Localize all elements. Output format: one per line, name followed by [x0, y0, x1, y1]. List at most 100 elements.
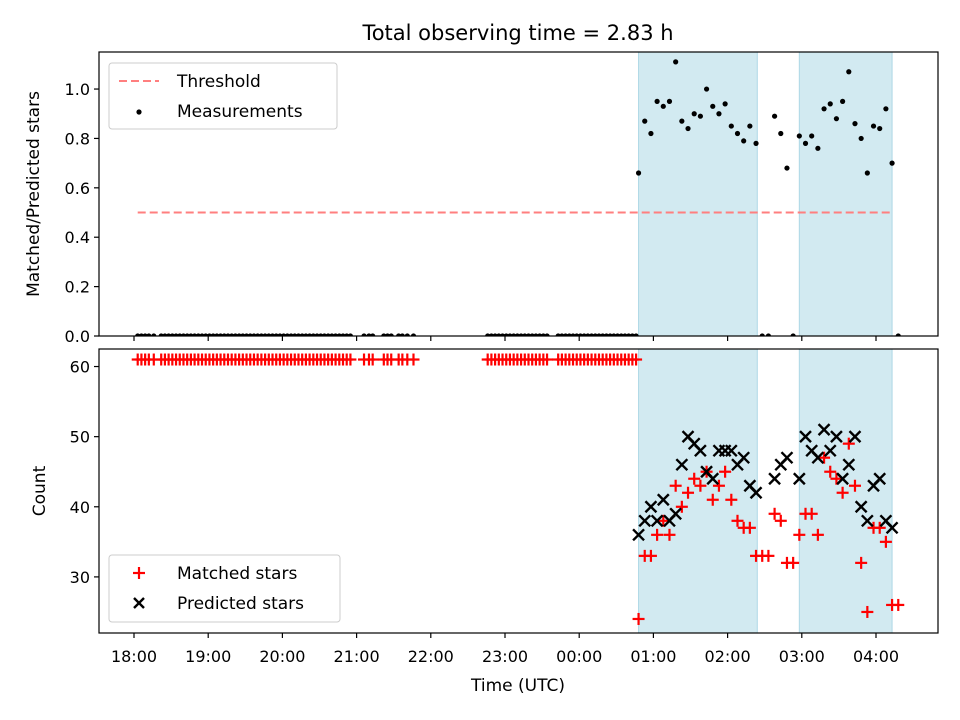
observing-interval-band — [638, 349, 758, 633]
measurement-point — [710, 103, 716, 109]
predicted-star-marker — [860, 514, 874, 528]
measurement-point — [771, 113, 778, 119]
matched-star-marker — [682, 486, 695, 499]
predicted-star-marker — [650, 514, 664, 528]
x-tick-label: 23:00 — [482, 647, 528, 666]
legend-matched-label: Matched stars — [177, 564, 297, 584]
measurement-point — [870, 123, 877, 129]
measurement-point — [404, 333, 410, 336]
predicted-star-marker — [811, 451, 825, 465]
y-axis-label: Count — [30, 465, 50, 516]
observing-interval-band — [638, 52, 758, 336]
x-tick-label: 01:00 — [630, 647, 676, 666]
measurement-point — [802, 140, 809, 146]
measurement-point — [809, 133, 815, 139]
predicted-star-marker — [706, 472, 720, 486]
matched-star-marker — [541, 353, 554, 366]
legend-predicted-label: Predicted stars — [177, 594, 304, 614]
legend-box — [108, 62, 338, 130]
measurement-point — [146, 333, 152, 336]
measurement-point — [722, 101, 728, 107]
series-predicted-stars — [632, 423, 899, 542]
legend-measurements-label: Measurements — [177, 102, 303, 122]
matched-star-marker — [407, 353, 420, 366]
measurement-point — [852, 121, 858, 127]
matched-star-marker — [842, 437, 855, 450]
predicted-star-marker — [737, 451, 751, 465]
x-tick-label: 02:00 — [705, 647, 751, 666]
predicted-star-marker — [885, 521, 899, 535]
matched-star-marker — [657, 514, 670, 527]
legend: Threshold Measurements — [108, 62, 338, 130]
predicted-star-marker — [638, 514, 652, 528]
matched-star-marker — [805, 507, 818, 520]
measurement-point — [790, 333, 796, 336]
measurement-point — [633, 333, 639, 336]
matched-star-marker — [688, 472, 701, 485]
matched-star-marker — [855, 556, 868, 569]
matched-star-marker — [694, 479, 707, 492]
measurement-point — [883, 106, 889, 112]
matched-star-marker — [787, 556, 800, 569]
predicted-star-marker — [644, 500, 658, 514]
measurement-point — [846, 69, 852, 75]
measurement-point — [716, 111, 722, 117]
matched-star-marker — [669, 479, 682, 492]
matched-star-marker — [774, 514, 787, 527]
predicted-star-marker — [823, 444, 837, 458]
predicted-star-marker — [799, 430, 812, 444]
measurement-point — [703, 86, 710, 92]
legend-predicted-marker — [133, 597, 145, 609]
matched-star-marker — [768, 507, 781, 520]
matched-star-marker — [719, 465, 732, 478]
measurement-point — [815, 145, 821, 151]
y-tick-label: 1.0 — [65, 80, 90, 99]
matched-star-marker — [731, 514, 744, 527]
measurement-point — [778, 130, 784, 137]
count-series — [131, 353, 905, 625]
matched-star-marker — [644, 549, 657, 562]
measurement-point — [759, 333, 765, 336]
measurement-point — [734, 130, 741, 137]
predicted-star-marker — [768, 472, 781, 486]
matched-star-marker — [725, 493, 738, 506]
y-tick-label: 0.8 — [65, 129, 90, 148]
x-tick-label: 21:00 — [334, 647, 380, 666]
x-tick-label: 03:00 — [779, 647, 825, 666]
series-matched-stars — [131, 353, 905, 625]
panel-ratio: 0.0 0.2 0.4 0.6 0.8 1.0 Matched/Predicted sta… — [24, 51, 939, 346]
matched-star-marker — [830, 472, 843, 485]
matched-star-marker — [762, 549, 775, 562]
x-tick-label: 18:00 — [111, 647, 157, 666]
predicted-star-marker — [694, 444, 707, 458]
predicted-star-marker — [848, 430, 862, 444]
measurement-point — [691, 111, 697, 117]
predicted-star-marker — [873, 472, 887, 486]
x-axis-ticks — [133, 336, 877, 341]
matched-star-marker — [663, 528, 676, 541]
measurement-point — [666, 98, 673, 104]
measurement-point — [796, 133, 802, 139]
x-axis-ticks: 18:00 19:00 20:00 21:00 22:00 23:00 00:00 01:00… — [111, 633, 899, 666]
predicted-star-marker — [792, 472, 806, 486]
x-tick-label: 22:00 — [408, 647, 454, 666]
measurement-point — [753, 140, 759, 146]
measurement-point — [399, 333, 405, 336]
panel-frame — [98, 348, 939, 634]
measurement-point — [388, 333, 394, 336]
predicted-star-marker — [780, 451, 794, 465]
panel-counts: 30 40 50 60 18:00 19:00 20:00 21:00 22:00 23:00 0… — [30, 348, 939, 696]
y-axis-ticks: 0.0 0.2 0.4 0.6 0.8 1.0 — [65, 80, 99, 346]
matched-star-marker — [712, 479, 725, 492]
measurement-point — [747, 123, 753, 129]
y-axis-ticks: 30 40 50 60 — [70, 358, 99, 587]
legend-box — [108, 554, 341, 623]
legend-measurements-marker — [136, 109, 142, 115]
measurement-point — [370, 333, 376, 336]
panel-frame — [98, 51, 939, 337]
measurement-point — [673, 59, 679, 65]
observing-intervals — [638, 52, 893, 336]
measurement-point — [151, 333, 157, 336]
predicted-star-marker — [830, 430, 843, 444]
